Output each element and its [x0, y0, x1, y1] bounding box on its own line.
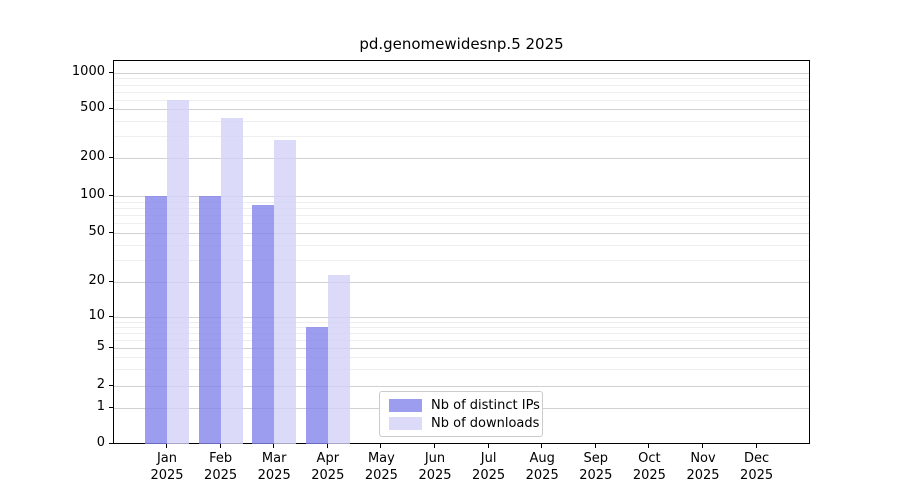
legend-item-distinct-ips: Nb of distinct IPs	[389, 398, 542, 413]
y-tick-label: 0	[96, 435, 105, 450]
x-tick-label: Dec 2025	[740, 451, 774, 483]
x-tick	[648, 444, 650, 448]
bar-nb-of-distinct-ips-jan	[145, 196, 167, 444]
gridline-major	[114, 73, 809, 74]
gridline-minor	[114, 91, 809, 93]
bar-nb-of-distinct-ips-mar	[252, 204, 275, 444]
x-tick-label: May 2025	[364, 451, 398, 483]
y-tick-label: 50	[88, 224, 105, 239]
gridline-minor	[114, 369, 809, 371]
gridline-minor	[114, 260, 809, 262]
gridline-minor	[114, 321, 809, 323]
x-tick	[434, 444, 435, 448]
x-tick-label: Jan 2025	[150, 451, 184, 483]
gridline-minor	[114, 201, 809, 203]
legend-item-downloads: Nb of downloads	[389, 416, 542, 431]
legend-label-distinct-ips: Nb of distinct IPs	[431, 397, 540, 413]
chart-title: pd.genomewidesnp.5 2025	[359, 35, 564, 53]
gridline-major	[114, 109, 809, 110]
gridline-minor	[114, 357, 809, 359]
gridline-minor	[114, 244, 809, 246]
gridline-minor	[114, 207, 809, 209]
x-tick	[755, 444, 757, 448]
gridline-minor	[114, 326, 809, 328]
legend-swatch-downloads	[389, 416, 422, 430]
gridline-major	[114, 282, 809, 283]
y-tick-label: 10	[88, 308, 105, 323]
x-tick-label: Mar 2025	[257, 451, 291, 483]
x-tick-label: Jul 2025	[472, 451, 506, 483]
legend-swatch-distinct-ips	[389, 398, 422, 412]
gridline-minor	[114, 136, 809, 138]
bar-nb-of-downloads-jan	[167, 99, 189, 444]
y-tick	[109, 157, 113, 158]
x-tick	[166, 444, 167, 448]
gridline-major	[114, 233, 809, 234]
x-tick	[219, 444, 221, 448]
x-tick	[273, 444, 275, 448]
gridline-minor	[114, 120, 809, 122]
gridline-major	[114, 196, 809, 197]
gridline-minor	[114, 332, 809, 334]
x-tick-label: Sep 2025	[579, 451, 613, 483]
gridline-major	[114, 348, 809, 349]
gridline-minor	[114, 215, 809, 217]
y-tick	[109, 232, 113, 233]
bar-nb-of-downloads-feb	[220, 118, 243, 444]
y-tick	[109, 385, 113, 386]
y-tick	[109, 281, 113, 282]
y-tick	[109, 108, 113, 109]
y-tick-label: 1	[96, 399, 105, 414]
y-tick	[109, 195, 113, 196]
y-tick-label: 100	[80, 187, 105, 202]
y-tick-label: 1000	[71, 64, 105, 79]
y-tick	[109, 72, 113, 73]
y-tick-label: 5	[96, 339, 105, 354]
x-tick	[541, 444, 543, 448]
x-tick-label: Feb 2025	[204, 451, 238, 483]
y-tick	[109, 407, 113, 408]
gridline-major	[114, 386, 809, 387]
bar-nb-of-distinct-ips-apr	[305, 326, 328, 444]
plot-area: Nb of distinct IPs Nb of downloads	[113, 60, 810, 444]
legend-label-downloads: Nb of downloads	[431, 415, 540, 431]
y-tick-label: 20	[88, 273, 105, 288]
gridline-minor	[114, 339, 809, 341]
x-tick	[702, 444, 703, 448]
x-tick-label: Nov 2025	[686, 451, 720, 483]
y-tick-label: 500	[80, 100, 105, 115]
gridline-minor	[114, 78, 809, 80]
y-tick-label: 2	[96, 377, 105, 392]
x-tick-label: Oct 2025	[632, 451, 666, 483]
gridline-minor	[114, 223, 809, 225]
x-tick	[487, 444, 489, 448]
y-tick	[109, 443, 113, 444]
bar-nb-of-distinct-ips-feb	[198, 196, 221, 444]
gridline-minor	[114, 84, 809, 86]
bar-nb-of-downloads-apr	[327, 274, 350, 444]
x-tick-label: Apr 2025	[311, 451, 345, 483]
legend: Nb of distinct IPs Nb of downloads	[379, 391, 543, 437]
x-tick	[380, 444, 382, 448]
bar-nb-of-downloads-mar	[274, 140, 297, 444]
x-tick	[594, 444, 596, 448]
x-tick-label: Aug 2025	[525, 451, 559, 483]
gridline-minor	[114, 99, 809, 101]
y-tick	[109, 347, 113, 348]
x-tick	[326, 444, 328, 448]
x-tick-label: Jun 2025	[418, 451, 452, 483]
gridline-major	[114, 317, 809, 318]
y-tick-label: 200	[80, 149, 105, 164]
gridline-major	[114, 158, 809, 159]
y-tick	[109, 316, 113, 317]
